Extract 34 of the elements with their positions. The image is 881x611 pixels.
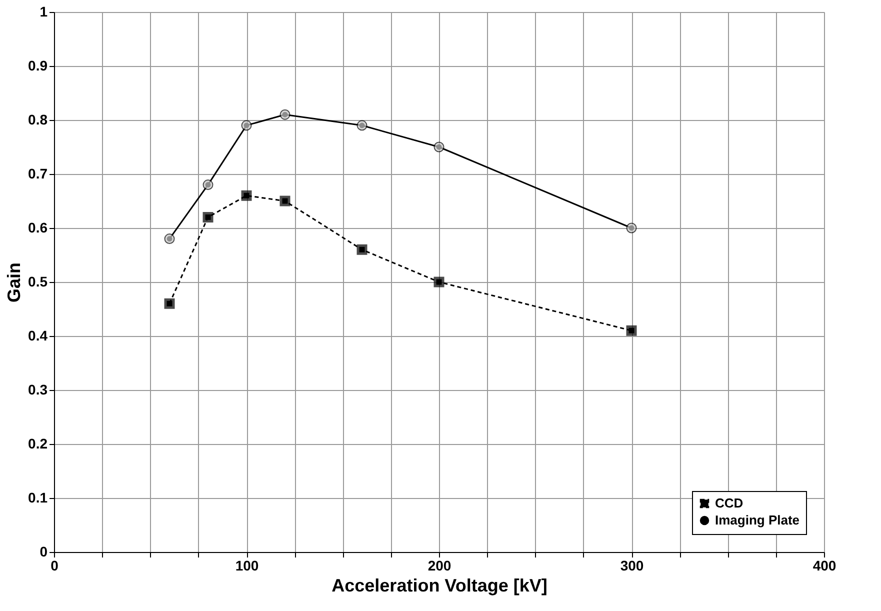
point [434, 276, 444, 288]
point [164, 298, 175, 309]
y-axis-title: Gain [4, 262, 24, 303]
point [241, 120, 252, 131]
x-tick-label: 400 [812, 558, 836, 574]
legend-label: CCD [715, 496, 744, 510]
point [280, 196, 290, 206]
y-tick-label: 0.6 [28, 220, 48, 236]
x-tick-label: 200 [428, 558, 452, 574]
y-tick-label: 0.9 [28, 58, 48, 74]
point [626, 222, 637, 234]
y-tick-label: 0.8 [28, 112, 48, 128]
point [356, 120, 368, 131]
x-axis-title: Acceleration Voltage [kV] [332, 576, 548, 596]
legend-label: Imaging Plate [715, 512, 800, 528]
point [356, 244, 368, 255]
point [280, 109, 290, 120]
point [164, 234, 175, 244]
y-tick-label: 0.7 [28, 166, 48, 182]
y-tick-label: 0.5 [28, 274, 48, 290]
y-tick-label: 0.3 [28, 382, 48, 398]
y-tick-label: 0 [40, 544, 48, 560]
point [202, 212, 214, 222]
x-tick-label: 300 [620, 558, 644, 574]
point [202, 180, 214, 190]
x-tick-label: 0 [50, 558, 59, 574]
y-tick-label: 0.4 [28, 328, 48, 344]
point [434, 142, 444, 152]
y-tick-label: 1 [40, 4, 48, 20]
x-tick-label: 100 [235, 558, 259, 574]
y-tick-label: 0.2 [28, 436, 48, 452]
point [626, 325, 637, 336]
point [241, 190, 252, 201]
y-tick-label: 0.1 [28, 490, 48, 506]
